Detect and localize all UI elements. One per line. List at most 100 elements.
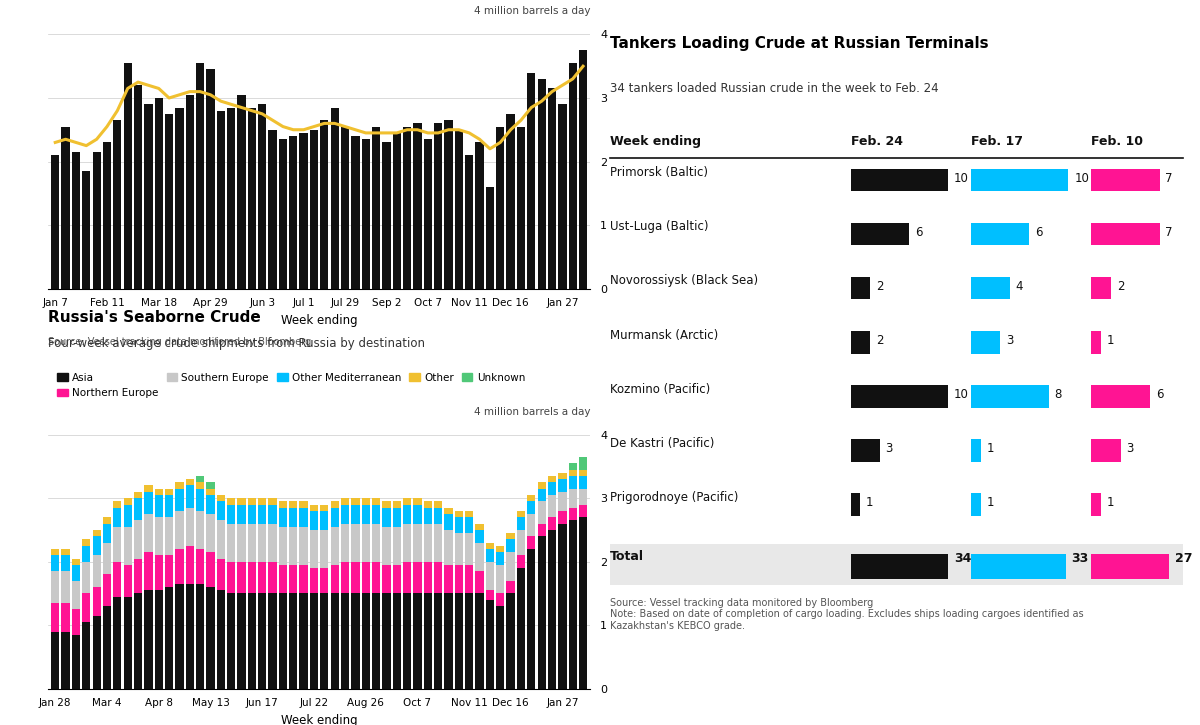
- Text: 1: 1: [1106, 496, 1115, 509]
- Bar: [506, 594, 515, 689]
- Bar: [134, 86, 142, 289]
- Bar: [527, 72, 535, 289]
- Bar: [558, 523, 566, 689]
- Bar: [372, 523, 380, 562]
- Text: 3: 3: [1006, 334, 1013, 347]
- Text: 33: 33: [1072, 552, 1088, 566]
- Bar: [134, 492, 142, 498]
- Bar: [164, 495, 173, 517]
- Bar: [434, 523, 443, 562]
- Bar: [527, 549, 535, 689]
- Bar: [352, 594, 360, 689]
- Bar: [300, 507, 307, 527]
- Bar: [548, 88, 556, 289]
- Bar: [206, 514, 215, 552]
- Text: 7: 7: [1165, 172, 1172, 184]
- Bar: [196, 489, 204, 511]
- Bar: [527, 536, 535, 549]
- Text: 10: 10: [1074, 172, 1090, 184]
- Bar: [330, 527, 338, 565]
- Bar: [434, 594, 443, 689]
- Bar: [475, 530, 484, 542]
- Bar: [52, 549, 59, 555]
- Bar: [310, 568, 318, 594]
- Bar: [113, 527, 121, 562]
- FancyBboxPatch shape: [971, 277, 1010, 299]
- Bar: [496, 546, 504, 552]
- Bar: [61, 549, 70, 555]
- Bar: [134, 498, 142, 521]
- Bar: [548, 517, 556, 530]
- Text: Source: Vessel tracking data monitored by Bloomberg: Source: Vessel tracking data monitored b…: [48, 336, 311, 347]
- Bar: [548, 495, 556, 517]
- Bar: [164, 517, 173, 555]
- Bar: [330, 502, 338, 508]
- Bar: [538, 482, 546, 489]
- Bar: [352, 498, 360, 505]
- Bar: [392, 502, 401, 508]
- Bar: [310, 511, 318, 530]
- Bar: [103, 523, 112, 542]
- Bar: [392, 527, 401, 565]
- Bar: [538, 79, 546, 289]
- Bar: [320, 568, 329, 594]
- Bar: [289, 594, 298, 689]
- Bar: [486, 187, 494, 289]
- Bar: [206, 552, 215, 587]
- Text: Total: Total: [610, 550, 643, 563]
- Bar: [82, 171, 90, 289]
- Bar: [269, 594, 277, 689]
- Bar: [558, 479, 566, 492]
- Bar: [444, 565, 452, 594]
- Bar: [372, 127, 380, 289]
- Text: 1: 1: [986, 496, 994, 509]
- Bar: [103, 517, 112, 523]
- Bar: [103, 142, 112, 289]
- Bar: [217, 558, 224, 590]
- Bar: [72, 152, 80, 289]
- Bar: [217, 502, 224, 521]
- Bar: [475, 571, 484, 594]
- Bar: [413, 505, 421, 523]
- Bar: [578, 505, 587, 517]
- FancyBboxPatch shape: [851, 331, 870, 354]
- FancyBboxPatch shape: [1092, 439, 1121, 462]
- Bar: [455, 511, 463, 517]
- Bar: [310, 530, 318, 568]
- Bar: [538, 489, 546, 502]
- Bar: [527, 514, 535, 536]
- FancyBboxPatch shape: [971, 439, 980, 462]
- Text: De Kastri (Pacific): De Kastri (Pacific): [610, 436, 714, 450]
- Bar: [278, 502, 287, 508]
- Text: 2: 2: [876, 280, 883, 293]
- Bar: [278, 594, 287, 689]
- Bar: [217, 590, 224, 689]
- Bar: [164, 587, 173, 689]
- Bar: [164, 489, 173, 495]
- Bar: [52, 155, 59, 289]
- Bar: [124, 63, 132, 289]
- Bar: [558, 473, 566, 479]
- Bar: [496, 127, 504, 289]
- Bar: [238, 95, 246, 289]
- Bar: [517, 517, 526, 530]
- Text: 34 tankers loaded Russian crude in the week to Feb. 24: 34 tankers loaded Russian crude in the w…: [610, 82, 938, 95]
- Bar: [92, 536, 101, 555]
- Bar: [175, 107, 184, 289]
- Bar: [372, 594, 380, 689]
- Bar: [61, 603, 70, 631]
- Bar: [258, 594, 266, 689]
- Bar: [341, 127, 349, 289]
- Bar: [155, 489, 163, 495]
- Bar: [175, 482, 184, 489]
- Bar: [383, 142, 390, 289]
- Bar: [558, 511, 566, 523]
- FancyBboxPatch shape: [851, 439, 880, 462]
- Bar: [496, 606, 504, 689]
- Bar: [113, 562, 121, 597]
- Bar: [92, 616, 101, 689]
- Bar: [383, 507, 390, 527]
- Bar: [466, 517, 473, 533]
- Text: 1: 1: [986, 442, 994, 455]
- Bar: [186, 507, 194, 546]
